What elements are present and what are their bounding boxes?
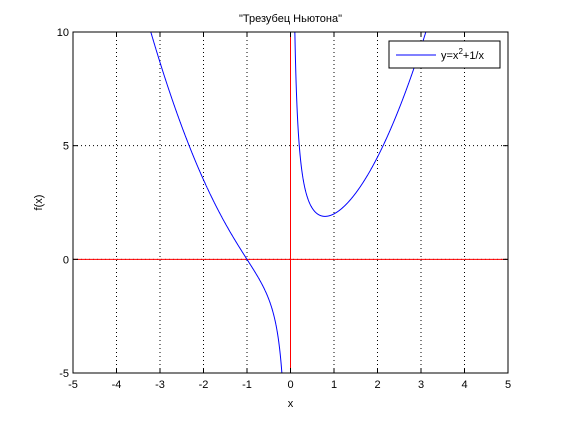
curve-group	[150, 32, 427, 373]
chart-title: "Трезубец Ньютона"	[239, 13, 342, 25]
reference-lines	[73, 32, 508, 373]
x-tick-label: 2	[374, 379, 380, 391]
y-axis-label: f(x)	[33, 195, 45, 211]
x-tick-label: -5	[68, 379, 78, 391]
x-tick-label: -4	[112, 379, 122, 391]
x-tick-label: -1	[242, 379, 252, 391]
legend-label-prefix: y=x	[441, 50, 459, 62]
curve-branch-negative	[150, 32, 283, 373]
y-tick-label: 5	[63, 141, 69, 153]
x-axis-label: x	[288, 398, 294, 410]
legend-label: y=x2+1/x	[441, 47, 484, 62]
y-tick-label: 10	[57, 27, 69, 39]
legend-label-exponent: 2	[458, 47, 463, 56]
x-tick-label: -2	[199, 379, 209, 391]
x-tick-label: 4	[461, 379, 467, 391]
legend: y=x2+1/x	[388, 40, 501, 69]
x-tick-label: 3	[418, 379, 424, 391]
x-tick-label: 0	[287, 379, 293, 391]
y-tick-label: 0	[63, 254, 69, 266]
legend-label-suffix: +1/x	[463, 50, 485, 62]
x-tick-label: 5	[505, 379, 511, 391]
curve-branch-positive	[294, 32, 427, 217]
y-tick-label: -5	[59, 368, 69, 380]
x-tick-label: 1	[331, 379, 337, 391]
x-tick-label: -3	[155, 379, 165, 391]
ticks: -5 -4 -3 -2 -1 0 1 2 3 4 5 -5 0 5 10	[57, 27, 511, 391]
